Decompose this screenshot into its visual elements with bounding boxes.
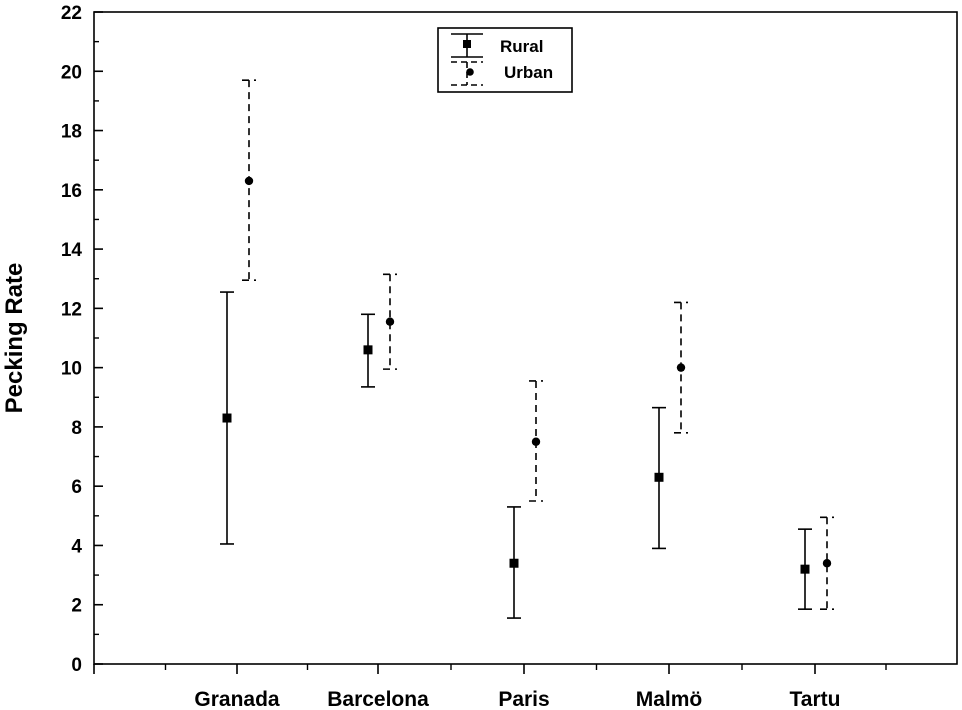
y-tick-label: 10 — [61, 359, 82, 380]
y-tick-label: 8 — [71, 418, 82, 439]
y-tick-label: 0 — [71, 655, 82, 676]
data-point — [654, 472, 664, 482]
legend-box — [437, 27, 573, 93]
legend-urban-icon — [451, 61, 483, 86]
x-tick-label-barcelona: Barcelona — [327, 688, 429, 710]
x-tick-label-granada: Granada — [194, 688, 280, 710]
data-point — [822, 559, 832, 568]
data-point — [385, 317, 395, 326]
series-rural — [220, 291, 812, 619]
data-point — [800, 564, 810, 574]
x-tick-label-tartu: Tartu — [790, 688, 841, 710]
data-point — [676, 363, 686, 372]
legend: Rural Urban — [437, 27, 573, 93]
series-layer — [220, 79, 834, 619]
legend-urban-label: Urban — [504, 63, 553, 82]
data-point — [363, 345, 373, 355]
legend-rural-icon — [451, 33, 483, 58]
data-point — [509, 558, 519, 568]
y-tick-label: 22 — [61, 3, 82, 24]
x-axis: Granada Barcelona Paris Malmö Tartu — [93, 664, 887, 710]
x-tick-label-paris: Paris — [498, 688, 549, 710]
y-tick-label: 16 — [61, 181, 82, 202]
y-tick-label: 2 — [71, 596, 82, 617]
y-tick-label: 4 — [71, 536, 82, 557]
data-point — [222, 413, 232, 423]
data-point — [531, 437, 541, 446]
y-tick-label: 18 — [61, 122, 82, 143]
y-tick-label: 12 — [61, 299, 82, 320]
y-tick-label: 6 — [71, 477, 82, 498]
y-axis-title: Pecking Rate — [1, 263, 28, 414]
y-tick-label: 20 — [61, 62, 82, 83]
x-tick-label-malmö: Malmö — [636, 688, 703, 710]
y-axis: 0 2 4 6 8 10 12 14 16 18 20 22 — [61, 3, 103, 676]
data-point — [244, 176, 254, 186]
legend-rural-label: Rural — [500, 37, 543, 56]
series-urban — [242, 79, 834, 610]
y-tick-label: 14 — [61, 240, 83, 261]
